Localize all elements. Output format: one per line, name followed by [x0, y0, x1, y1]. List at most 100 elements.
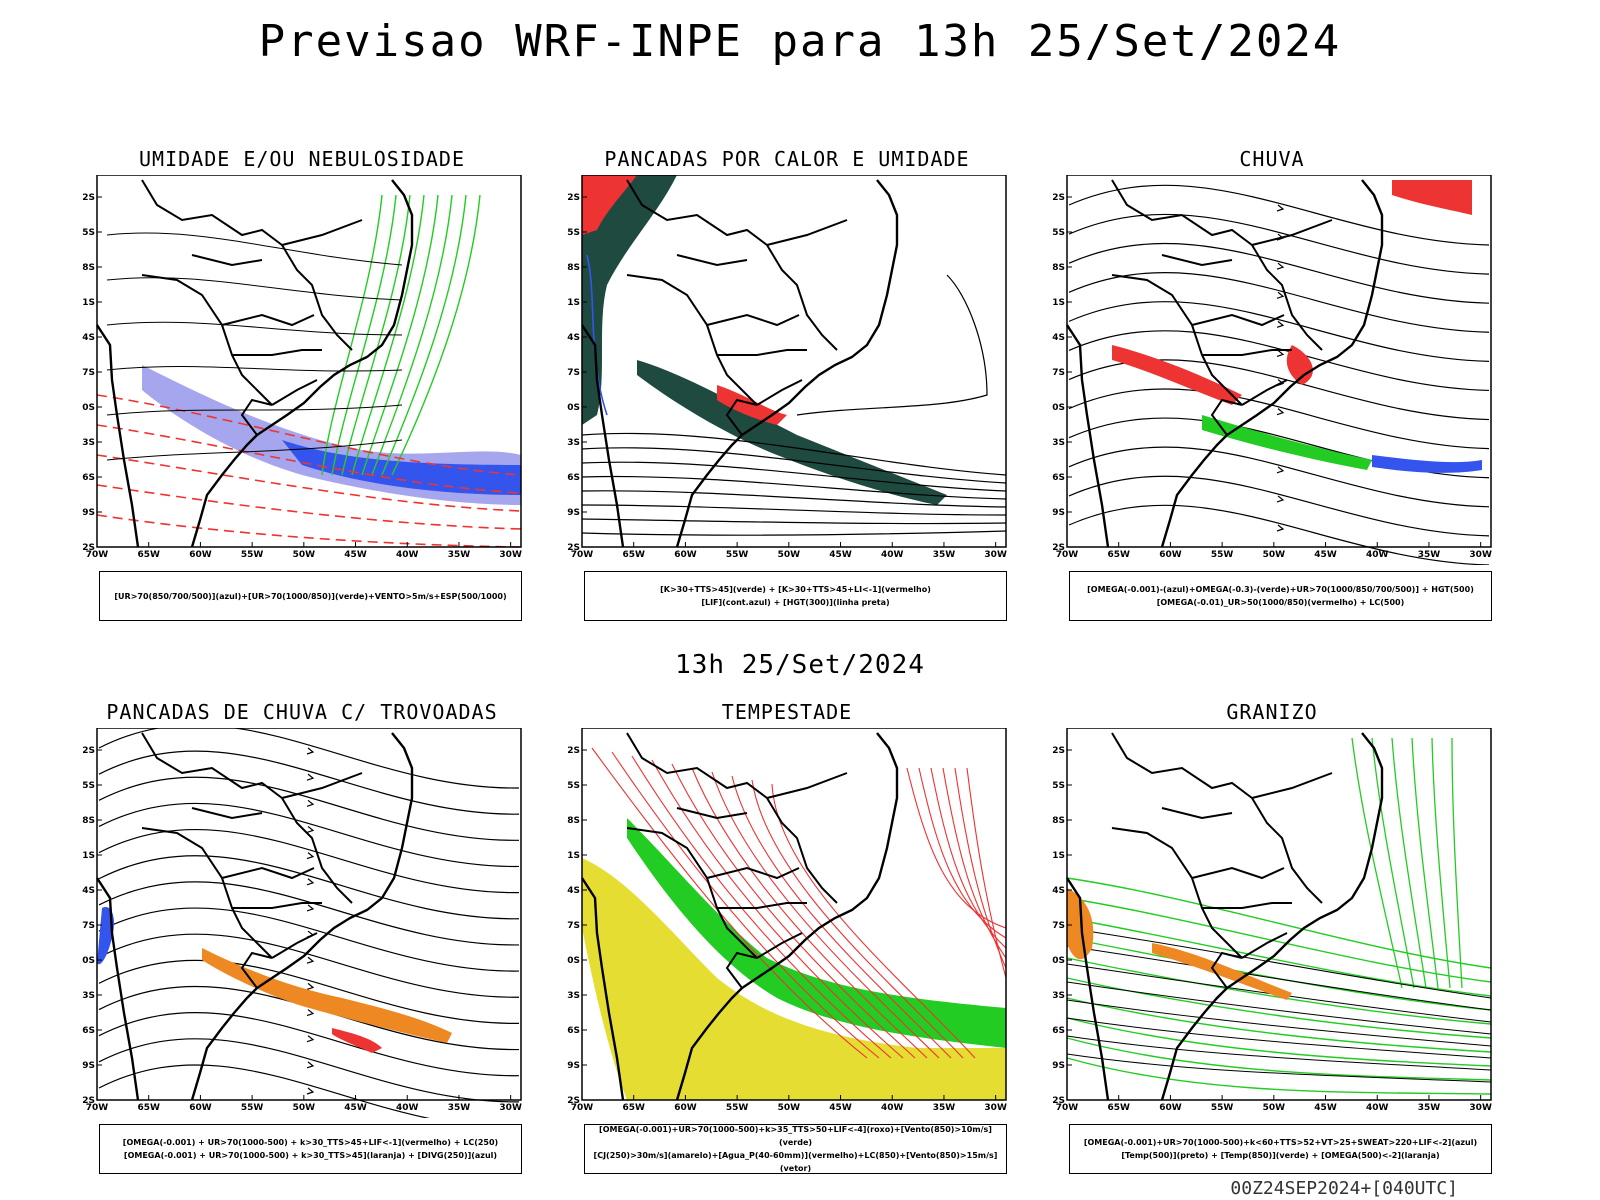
lon-label: 55W	[726, 1103, 749, 1113]
lon-label: 55W	[1211, 550, 1234, 560]
temp850-contour-green	[1066, 897, 1492, 983]
streamline-arrow	[306, 1035, 315, 1043]
lon-label: 70W	[571, 550, 594, 560]
streamline-arrow	[306, 982, 315, 990]
legend-line: [Temp(500)](preto) + [Temp(850)](verde) …	[1121, 1151, 1440, 1160]
temp850-contour-green	[1451, 737, 1463, 989]
legend-line: [UR>70(850/700/500)](azul)+[UR>70(1000/8…	[114, 591, 507, 601]
temp500-contour-black	[1066, 999, 1492, 1047]
lat-label: 24S	[567, 333, 580, 343]
panel-title: PANCADAS DE CHUVA C/ TROVOADAS	[106, 700, 498, 724]
contour-green	[371, 194, 453, 476]
lon-label: 55W	[241, 1103, 264, 1113]
temp850-contour-green	[1431, 737, 1451, 989]
map-umidade: 12S 15S 18S 21S 24S 27S 30S 33S 36S 39S 42S70W 65W 6…	[82, 175, 522, 560]
map-frame	[96, 175, 522, 548]
contour-black	[106, 365, 403, 372]
streamline-arrow	[1276, 466, 1285, 474]
lon-label: 40W	[396, 1103, 419, 1113]
lat-label: 18S	[82, 816, 95, 826]
streamline-arrow	[306, 1061, 315, 1069]
temp850-contour-green	[1411, 737, 1439, 989]
legend-box: [OMEGA(-0.001)+UR>70(1000-500)+k>35_TTS>…	[584, 1124, 1007, 1174]
lat-label: 30S	[82, 403, 95, 413]
streamline-arrow	[306, 799, 315, 807]
lat-label: 33S	[1052, 991, 1065, 1001]
rain-area-red	[1392, 180, 1472, 215]
temp850-contour-green	[1066, 917, 1492, 997]
lat-label: 21S	[1052, 298, 1065, 308]
contour-green	[321, 194, 383, 476]
legend-box: [OMEGA(-0.001)+UR>70(1000-500)+k<60+TTS>…	[1069, 1124, 1492, 1174]
temp500-contour-black	[1066, 1035, 1492, 1071]
contour-red-dashed	[96, 454, 522, 512]
temp850-contour-green	[1066, 997, 1492, 1053]
temp500-contour-black	[1066, 1053, 1492, 1083]
streamline-arrow	[306, 956, 315, 964]
lat-label: 36S	[567, 473, 580, 483]
legend-line: [OMEGA(-0.001)+UR>70(1000-500)+k>35_TTS>…	[599, 1125, 992, 1147]
model-run-label: 00Z24SEP2024+[040UTC]	[1230, 1178, 1458, 1199]
temp500-contour-black	[1066, 1017, 1492, 1059]
panel-title: UMIDADE E/OU NEBULOSIDADE	[138, 147, 466, 171]
streamline-arrow	[306, 1087, 315, 1095]
lon-label: 45W	[829, 1103, 852, 1113]
lon-label: 55W	[726, 550, 749, 560]
lat-label: 27S	[567, 368, 580, 378]
rain-area-blue	[1372, 455, 1482, 473]
lat-label: 42S	[1052, 1096, 1065, 1106]
state-borders	[626, 179, 848, 436]
streamline-arrow	[1276, 349, 1285, 358]
legend-line: [K>30+TTS>45](verde) + [K>30+TTS>45+LI<-…	[660, 585, 931, 594]
lat-label: 27S	[567, 921, 580, 931]
temp500-contour-black	[1066, 981, 1492, 1035]
lon-label: 35W	[1418, 550, 1441, 560]
hgt-contour	[581, 518, 1007, 525]
lon-label: 30W	[984, 1103, 1007, 1113]
panel-title: PANCADAS POR CALOR E UMIDADE	[604, 147, 970, 171]
lat-label: 18S	[567, 816, 580, 826]
lat-label: 36S	[567, 1026, 580, 1036]
coastline	[580, 732, 899, 1101]
lon-label: 70W	[1056, 550, 1079, 560]
lat-label: 39S	[567, 508, 580, 518]
lat-label: 21S	[567, 851, 580, 861]
lon-label: 50W	[293, 1103, 316, 1113]
lat-label: 15S	[567, 781, 580, 791]
lon-label: 45W	[344, 1103, 367, 1113]
lon-label: 40W	[881, 1103, 904, 1113]
lat-label: 18S	[1052, 816, 1065, 826]
contour-green	[331, 194, 397, 476]
lat-label: 12S	[567, 193, 580, 203]
lat-label: 24S	[1052, 886, 1065, 896]
lat-label: 30S	[567, 956, 580, 966]
contour-green	[391, 194, 481, 476]
contour-black	[106, 321, 403, 336]
lc-contour-red	[691, 767, 928, 1059]
lat-label: 24S	[82, 886, 95, 896]
lon-label: 65W	[622, 1103, 645, 1113]
lat-label: 24S	[567, 886, 580, 896]
lon-label: 50W	[1263, 1103, 1286, 1113]
streamline	[1068, 213, 1490, 275]
lc-contour-red	[631, 755, 892, 1059]
state-borders	[1111, 179, 1333, 436]
lat-label: 39S	[1052, 1061, 1065, 1071]
lat-label: 27S	[1052, 368, 1065, 378]
lon-label: 50W	[778, 550, 801, 560]
streamline	[98, 907, 520, 972]
instability-area-red	[582, 175, 637, 235]
coastline	[95, 732, 414, 1101]
temp850-contour-green	[1371, 737, 1415, 989]
lc-contour-red	[591, 747, 868, 1059]
streamline-arrow	[1276, 262, 1285, 270]
humidity-area-blue	[282, 440, 521, 495]
lat-label: 18S	[567, 263, 580, 273]
lat-label: 30S	[567, 403, 580, 413]
lc-contour-red	[942, 767, 1007, 959]
map-frame	[96, 728, 522, 1101]
instability-band-dark	[637, 360, 947, 505]
state-borders	[141, 732, 363, 989]
contour-red-dashed	[96, 514, 522, 548]
coastline	[1065, 179, 1384, 548]
